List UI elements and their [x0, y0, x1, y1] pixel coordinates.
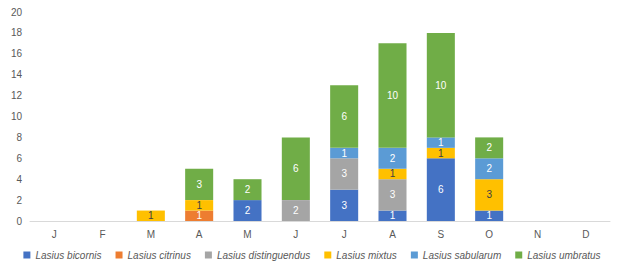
svg-text:1: 1 — [390, 168, 396, 179]
svg-text:12: 12 — [11, 90, 23, 101]
svg-text:2: 2 — [245, 205, 251, 216]
svg-text:N: N — [534, 229, 541, 240]
svg-text:1: 1 — [438, 137, 444, 148]
svg-text:Lasius mixtus: Lasius mixtus — [336, 250, 397, 261]
svg-text:Lasius citrinus: Lasius citrinus — [128, 250, 191, 261]
svg-text:3: 3 — [390, 189, 396, 200]
svg-text:4: 4 — [16, 174, 22, 185]
svg-text:1: 1 — [341, 148, 347, 159]
svg-text:3: 3 — [341, 168, 347, 179]
svg-text:2: 2 — [486, 142, 492, 153]
svg-text:10: 10 — [387, 90, 399, 101]
svg-text:A: A — [196, 229, 203, 240]
svg-text:M: M — [147, 229, 155, 240]
svg-text:3: 3 — [196, 179, 202, 190]
svg-text:S: S — [437, 229, 444, 240]
svg-text:J: J — [293, 229, 298, 240]
svg-text:6: 6 — [341, 111, 347, 122]
svg-text:8: 8 — [16, 132, 22, 143]
svg-text:1: 1 — [438, 148, 444, 159]
svg-text:1: 1 — [390, 210, 396, 221]
svg-text:6: 6 — [293, 163, 299, 174]
svg-text:2: 2 — [245, 184, 251, 195]
svg-text:1: 1 — [196, 200, 202, 211]
svg-text:F: F — [99, 229, 105, 240]
svg-text:2: 2 — [390, 153, 396, 164]
svg-text:D: D — [582, 229, 589, 240]
svg-text:1: 1 — [196, 210, 202, 221]
svg-text:Lasius umbratus: Lasius umbratus — [527, 250, 600, 261]
svg-text:O: O — [485, 229, 493, 240]
svg-text:J: J — [52, 229, 57, 240]
svg-text:6: 6 — [16, 153, 22, 164]
svg-text:18: 18 — [11, 27, 23, 38]
svg-text:2: 2 — [486, 163, 492, 174]
svg-text:2: 2 — [293, 205, 299, 216]
svg-text:16: 16 — [11, 48, 23, 59]
svg-text:Lasius distinguendus: Lasius distinguendus — [217, 250, 310, 261]
svg-text:Lasius sabularum: Lasius sabularum — [423, 250, 501, 261]
svg-text:10: 10 — [435, 80, 447, 91]
svg-text:2: 2 — [16, 195, 22, 206]
svg-text:0: 0 — [16, 216, 22, 227]
svg-text:3: 3 — [486, 189, 492, 200]
svg-text:14: 14 — [11, 69, 23, 80]
svg-text:A: A — [389, 229, 396, 240]
svg-text:J: J — [342, 229, 347, 240]
svg-text:1: 1 — [148, 210, 154, 221]
svg-text:20: 20 — [11, 7, 23, 18]
svg-text:10: 10 — [11, 111, 23, 122]
svg-text:1: 1 — [486, 210, 492, 221]
svg-text:6: 6 — [438, 184, 444, 195]
svg-text:Lasius bicornis: Lasius bicornis — [35, 250, 101, 261]
svg-text:M: M — [243, 229, 251, 240]
svg-text:3: 3 — [341, 200, 347, 211]
